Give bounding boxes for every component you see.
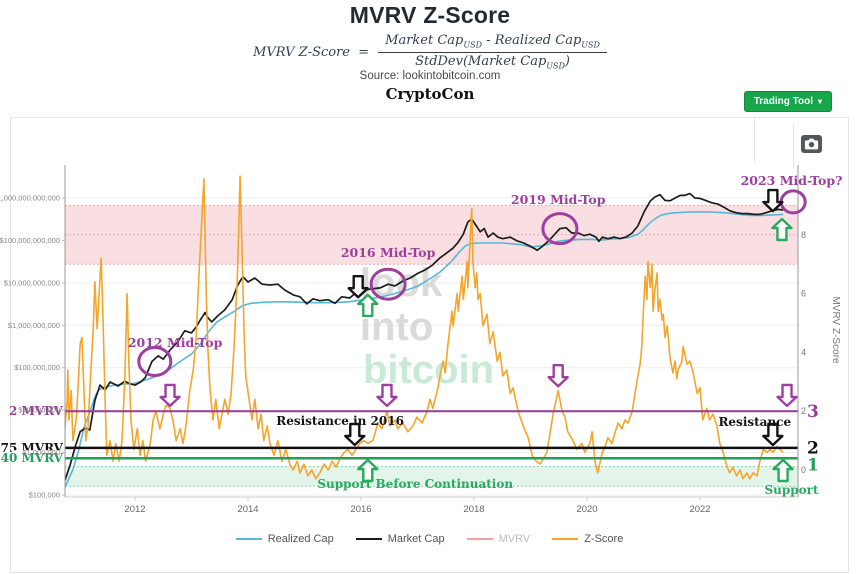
- legend-swatch-z-score: [552, 537, 579, 541]
- caret-down-icon: ▾: [817, 97, 822, 106]
- legend-swatch-realized-cap: [235, 537, 262, 541]
- plot-area[interactable]: [65, 165, 798, 497]
- camera-button[interactable]: [801, 135, 822, 153]
- formula: MVRV Z-Score = Market CapUSD - Realized …: [0, 33, 860, 71]
- legend-label: Z-Score: [584, 533, 624, 545]
- camera-icon: [804, 138, 819, 150]
- source-text: Source: lookintobitcoin.com: [359, 70, 501, 82]
- trading-tool-button[interactable]: Trading Tool ▾: [743, 91, 832, 112]
- legend: Realized Cap Market Cap MVRV Z-Score: [10, 533, 849, 545]
- formula-denominator: StdDev(Market CapUSD): [415, 53, 570, 71]
- legend-label: Realized Cap: [267, 533, 334, 545]
- legend-label: Market Cap: [387, 533, 445, 545]
- legend-item-realized-cap[interactable]: Realized Cap: [235, 533, 334, 545]
- legend-swatch-mvrv: [466, 537, 493, 541]
- panel-divider: [754, 117, 755, 162]
- legend-item-mvrv[interactable]: MVRV: [466, 533, 531, 545]
- trading-tool-label: Trading Tool: [753, 96, 813, 107]
- formula-lhs: MVRV Z-Score =: [253, 44, 370, 60]
- legend-item-z-score[interactable]: Z-Score: [552, 533, 623, 545]
- legend-item-market-cap[interactable]: Market Cap: [355, 533, 445, 545]
- formula-numerator: Market CapUSD - Realized CapUSD: [378, 33, 607, 53]
- formula-fraction: Market CapUSD - Realized CapUSD StdDev(M…: [378, 33, 607, 71]
- panel-divider: [793, 124, 794, 168]
- page-title: MVRV Z-Score: [349, 2, 511, 28]
- legend-swatch-market-cap: [355, 537, 382, 541]
- brand-text: CryptoCon: [385, 85, 475, 103]
- legend-label: MVRV: [498, 533, 531, 545]
